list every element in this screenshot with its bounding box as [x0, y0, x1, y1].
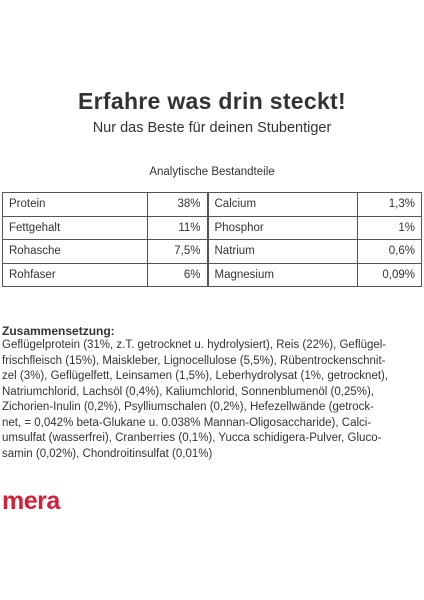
nutrient-label: Fettgehalt: [2, 215, 148, 240]
table-row: Rohfaser 6% Magnesium 0,09%: [2, 262, 422, 287]
table-row: Fettgehalt 11% Phosphor 1%: [2, 215, 422, 240]
subheadline: Nur das Beste für deinen Stubentiger: [92, 120, 332, 136]
table-row: Protein 38% Calcium 1,3%: [2, 192, 422, 217]
composition-line: Geflügelprotein (31%, z.T. getrocknet u.…: [2, 339, 387, 351]
nutrient-value: 1%: [357, 215, 422, 240]
headline: Erfahre was drin steckt!: [78, 88, 346, 114]
composition-line: net, = 0,042% beta-Glukane u. 0.038% Man…: [2, 416, 372, 429]
nutrient-value: 6%: [147, 262, 209, 287]
nutrient-label: Magnesium: [206, 262, 358, 287]
nutrient-value: 0,6%: [357, 239, 422, 264]
composition-text: Geflügelprotein (31%, z.T. getrocknet u.…: [2, 338, 422, 462]
mera-logo: mera: [2, 487, 60, 515]
nutrient-label: Protein: [2, 192, 148, 217]
nutrient-label: Phosphor: [206, 215, 358, 240]
nutrient-value: 38%: [147, 192, 209, 217]
composition-line: Zichorien-Inulin (0,2%), Psylliumschalen…: [2, 401, 374, 413]
composition-line: umsulfat (wasserfrei), Cranberries (0,1%…: [2, 432, 382, 444]
nutrient-value: 1,3%: [357, 192, 422, 217]
composition-line: samin (0,02%), Chondroitinsulfat (0,01%): [2, 447, 213, 460]
nutrient-value: 7,5%: [147, 239, 209, 264]
analysis-table: Protein 38% Calcium 1,3% Fettgehalt 11% …: [2, 192, 422, 287]
nutrient-label: Calcium: [206, 192, 358, 217]
nutrient-value: 0,09%: [357, 262, 422, 287]
table-row: Rohasche 7,5% Natrium 0,6%: [2, 239, 422, 264]
nutrient-value: 11%: [147, 215, 209, 240]
composition-title: Zusammensetzung:: [2, 324, 115, 338]
nutrient-label: Natrium: [206, 239, 358, 264]
analysis-title: Analytische Bestandteile: [149, 166, 275, 178]
composition-line: Natriumchlorid, Lachsöl (0,4%), Kaliumch…: [2, 385, 375, 398]
nutrient-label: Rohfaser: [2, 262, 148, 287]
composition-line: zel (3%), Geflügelfett, Leinsamen (1,5%)…: [2, 370, 389, 382]
composition-line: frischfleisch (15%), Maiskleber, Lignoce…: [2, 354, 386, 367]
nutrient-label: Rohasche: [2, 239, 148, 264]
